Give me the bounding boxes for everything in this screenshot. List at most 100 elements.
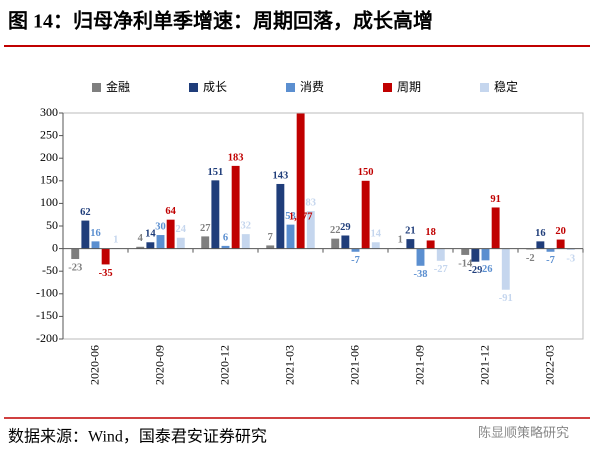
bar bbox=[201, 236, 210, 249]
y-tick-label: 150 bbox=[40, 173, 58, 187]
bar bbox=[331, 238, 340, 249]
legend-label: 成长 bbox=[203, 80, 227, 94]
value-label: 7 bbox=[268, 232, 273, 243]
value-label: 30 bbox=[155, 221, 166, 232]
bar bbox=[91, 241, 100, 249]
value-label: 91 bbox=[490, 194, 501, 205]
legend-swatch bbox=[480, 83, 489, 92]
value-label: -35 bbox=[99, 268, 113, 279]
legend-swatch bbox=[383, 83, 392, 92]
value-label: 20 bbox=[555, 226, 566, 237]
value-label: 4 bbox=[138, 233, 144, 244]
plot-area bbox=[71, 113, 575, 290]
value-label: 143 bbox=[272, 170, 288, 181]
value-label: 151 bbox=[207, 167, 223, 178]
bar bbox=[371, 242, 380, 249]
bar bbox=[361, 180, 370, 249]
value-label: 32 bbox=[241, 221, 252, 232]
bar bbox=[501, 248, 510, 290]
value-label: 29 bbox=[340, 222, 351, 233]
value-label: 64 bbox=[165, 206, 176, 217]
value-label: 14 bbox=[371, 229, 382, 240]
x-tick-label: 2020-12 bbox=[217, 345, 231, 385]
value-label: -2 bbox=[526, 253, 535, 264]
value-label: 24 bbox=[176, 224, 187, 235]
x-tick-label: 2021-06 bbox=[347, 345, 361, 385]
bar bbox=[546, 248, 555, 252]
value-label: 1,377 bbox=[289, 211, 313, 222]
legend-label: 金融 bbox=[106, 79, 130, 94]
value-label: 16 bbox=[90, 228, 101, 239]
bar bbox=[306, 211, 315, 249]
bar bbox=[231, 165, 240, 249]
bar bbox=[211, 180, 220, 249]
y-tick-label: 50 bbox=[46, 218, 58, 232]
value-label: -26 bbox=[479, 264, 493, 275]
value-label: -7 bbox=[351, 255, 360, 266]
bar bbox=[176, 237, 185, 249]
bar bbox=[266, 245, 275, 249]
x-tick-label: 2020-06 bbox=[87, 345, 101, 385]
x-tick-label: 2021-12 bbox=[477, 345, 491, 385]
y-tick-label: 200 bbox=[40, 150, 58, 164]
bar bbox=[296, 113, 305, 249]
value-label: 62 bbox=[80, 207, 91, 218]
value-label: 1 bbox=[398, 235, 403, 246]
bar bbox=[426, 240, 435, 249]
value-label: -38 bbox=[414, 269, 428, 280]
legend-swatch bbox=[189, 83, 198, 92]
legend-label: 稳定 bbox=[494, 79, 518, 94]
bar bbox=[71, 248, 80, 259]
value-label: -14 bbox=[458, 258, 473, 269]
value-label: 14 bbox=[145, 229, 156, 240]
x-tick-label: 2021-09 bbox=[412, 345, 426, 385]
watermark: 陈显顺策略研究 bbox=[478, 425, 569, 440]
x-tick-label: 2020-09 bbox=[152, 345, 166, 385]
value-label: -3 bbox=[566, 253, 575, 264]
y-tick-label: -50 bbox=[42, 263, 58, 277]
bar bbox=[136, 246, 145, 249]
bar bbox=[471, 248, 480, 262]
y-tick-label: -200 bbox=[36, 331, 58, 345]
y-tick-label: 100 bbox=[40, 195, 58, 209]
legend-swatch bbox=[92, 83, 101, 92]
chart-title: 图 14：归母净利单季增速：周期回落，成长高增 bbox=[8, 9, 433, 33]
value-label: -23 bbox=[68, 262, 82, 273]
bar bbox=[491, 207, 500, 249]
y-tick-label: -100 bbox=[36, 286, 58, 300]
bar bbox=[416, 248, 425, 266]
x-tick-label: 2021-03 bbox=[282, 345, 296, 385]
value-label: -91 bbox=[499, 293, 513, 304]
value-label: 18 bbox=[425, 227, 436, 238]
value-label: 83 bbox=[306, 197, 317, 208]
value-label: -27 bbox=[434, 264, 448, 275]
y-tick-label: 250 bbox=[40, 127, 58, 141]
value-label: 1 bbox=[113, 235, 118, 246]
source: 数据来源：Wind，国泰君安证券研究 bbox=[8, 428, 267, 446]
bar bbox=[481, 248, 490, 261]
legend-label: 消费 bbox=[300, 80, 324, 94]
value-label: -7 bbox=[546, 255, 555, 266]
bar bbox=[101, 248, 110, 265]
bar bbox=[351, 248, 360, 252]
y-tick-label: 300 bbox=[40, 105, 58, 119]
bar bbox=[166, 219, 175, 249]
value-label: 53 bbox=[285, 211, 296, 222]
value-label: 21 bbox=[405, 226, 416, 237]
value-label: 22 bbox=[330, 225, 341, 236]
value-label: 27 bbox=[200, 223, 211, 234]
bar bbox=[556, 239, 565, 249]
bar bbox=[221, 245, 230, 249]
bar bbox=[406, 239, 415, 249]
y-tick-label: 0 bbox=[52, 240, 58, 254]
bar bbox=[436, 248, 445, 261]
legend-swatch bbox=[286, 83, 295, 92]
x-tick-label: 2022-03 bbox=[542, 345, 556, 385]
bar bbox=[241, 234, 250, 249]
bar bbox=[146, 242, 155, 249]
bar bbox=[276, 183, 285, 249]
value-label: -29 bbox=[468, 265, 482, 276]
value-label: 6 bbox=[223, 232, 228, 243]
bar bbox=[341, 235, 350, 249]
